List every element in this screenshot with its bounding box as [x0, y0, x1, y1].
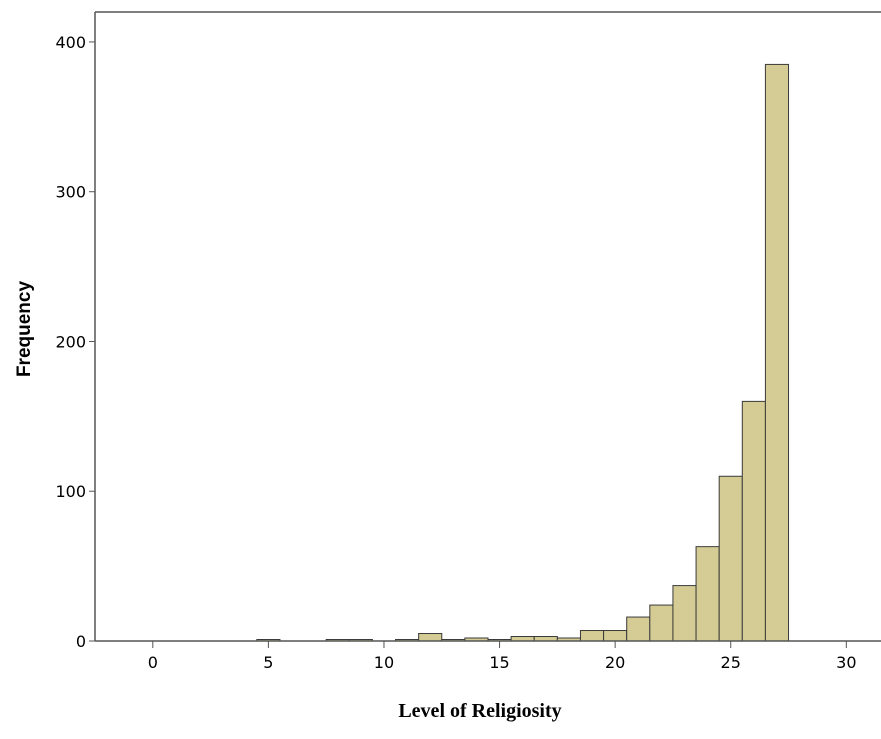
x-tick-label-6: 30 [836, 653, 856, 672]
x-tick-label-4: 20 [605, 653, 625, 672]
y-tick-label-4: 400 [55, 33, 86, 52]
histogram-bar-13 [626, 616, 651, 642]
histogram-bar-17 [718, 475, 743, 642]
x-tick-label-0: 0 [148, 653, 158, 672]
x-tick-label-2: 10 [374, 653, 394, 672]
y-tick-label-1: 100 [55, 482, 86, 501]
x-axis-title: Level of Religiosity [398, 700, 561, 722]
histogram-bar-12 [603, 630, 628, 642]
y-tick-label-2: 200 [55, 332, 86, 351]
x-tick-label-5: 25 [721, 653, 741, 672]
bars-layer [256, 63, 790, 642]
histogram-bar-14 [649, 604, 674, 642]
histogram-bar-16 [695, 546, 720, 642]
histogram-bar-19 [764, 63, 790, 642]
y-tick-label-3: 300 [55, 183, 86, 202]
histogram-bar-15 [672, 585, 697, 642]
y-tick-label-0: 0 [76, 632, 86, 651]
x-tick-label-1: 5 [263, 653, 273, 672]
axes-layer [89, 11, 881, 648]
histogram-bar-18 [741, 400, 766, 642]
y-axis-title: Frequency [14, 281, 35, 378]
labels-layer: 0 100 200 300 400 0 5 10 15 20 25 30 [55, 33, 856, 672]
x-tick-label-3: 15 [489, 653, 509, 672]
histogram-bar-4 [418, 633, 443, 642]
histogram-bar-11 [579, 630, 605, 642]
